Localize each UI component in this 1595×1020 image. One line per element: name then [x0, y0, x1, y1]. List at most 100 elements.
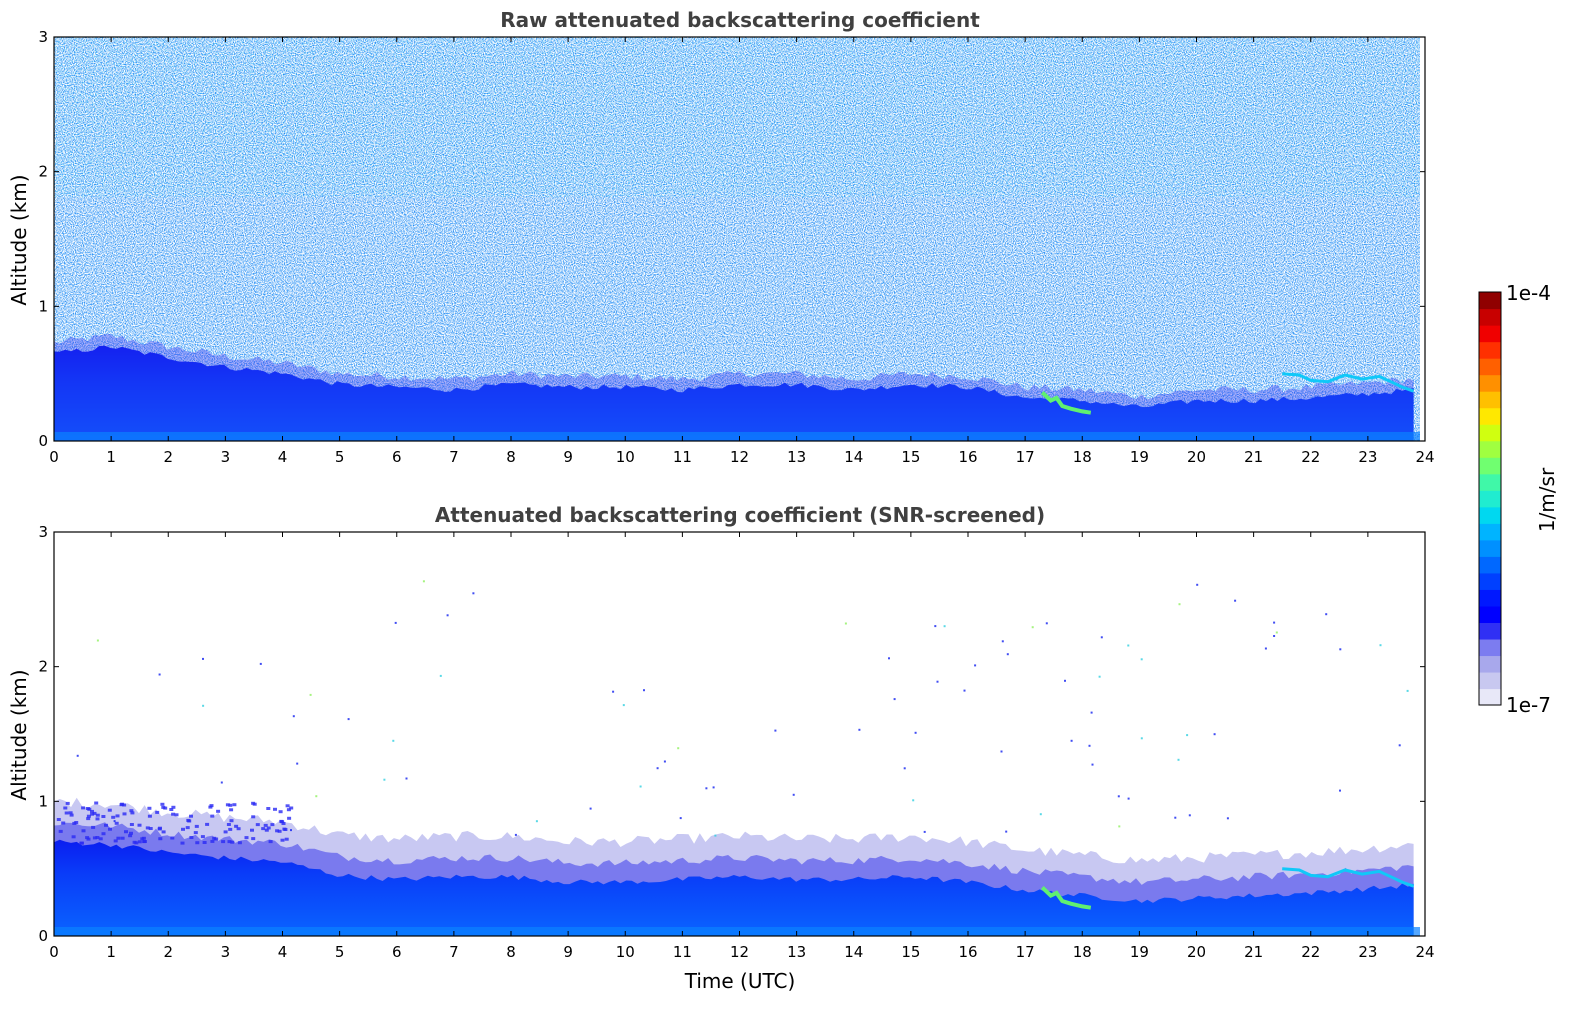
speck — [1213, 733, 1216, 736]
speck — [1091, 763, 1094, 766]
speck — [237, 841, 242, 845]
speck — [261, 827, 266, 831]
speck — [147, 814, 152, 818]
speck — [279, 819, 284, 823]
speck — [68, 811, 73, 815]
speck — [1325, 613, 1328, 616]
speck — [405, 777, 408, 780]
speck — [107, 808, 112, 812]
speck — [1188, 814, 1191, 817]
panel-screened: Attenuated backscattering coefficient (S… — [7, 503, 1435, 993]
speck — [923, 830, 926, 833]
speck — [209, 804, 214, 808]
speck — [1070, 739, 1073, 742]
speck — [1177, 758, 1180, 761]
x-tick-label: 1 — [106, 448, 116, 466]
speck — [95, 813, 100, 817]
speck — [663, 760, 666, 763]
speck — [1186, 734, 1189, 737]
speck — [92, 836, 97, 840]
speck — [189, 814, 193, 818]
colorbar-cell — [1479, 556, 1501, 574]
x-tick-label: 21 — [1244, 448, 1263, 466]
speck — [893, 698, 896, 701]
speck — [64, 811, 69, 815]
screened-specks — [56, 580, 1409, 845]
boundary-layer-raw-fringe — [54, 334, 1414, 441]
cloud-feature-22h-screened — [1282, 867, 1415, 888]
speck — [1006, 653, 1009, 656]
x-tick-label: 6 — [392, 943, 402, 961]
x-tick-label: 0 — [49, 448, 59, 466]
speck — [912, 799, 915, 802]
speck — [170, 836, 175, 840]
speck — [252, 802, 257, 806]
x-tick-label: 24 — [1415, 943, 1434, 961]
speck — [347, 718, 350, 721]
speck — [128, 834, 133, 838]
speck — [612, 690, 615, 693]
panel-raw-heatmap — [54, 37, 1420, 441]
speck — [161, 805, 166, 809]
x-tick-label: 20 — [1187, 448, 1206, 466]
speck — [160, 802, 165, 806]
speck — [1127, 644, 1130, 647]
x-tick-label: 3 — [221, 448, 231, 466]
speck — [439, 674, 442, 677]
speck — [158, 673, 161, 676]
colorbar-cell — [1479, 358, 1501, 376]
speck — [174, 813, 179, 817]
x-tick-label: 0 — [49, 943, 59, 961]
x-tick-label: 3 — [221, 943, 231, 961]
speck — [290, 829, 292, 832]
speck — [155, 810, 160, 814]
x-tick-label: 17 — [1016, 943, 1035, 961]
x-tick-label: 22 — [1301, 448, 1320, 466]
speck — [169, 808, 174, 811]
speck — [1174, 816, 1177, 819]
speck — [643, 689, 645, 692]
x-tick-label: 10 — [616, 943, 635, 961]
colorbar-unit-label: 1/m/sr — [1535, 467, 1559, 532]
speck — [392, 739, 395, 742]
x-tick-label: 15 — [901, 943, 920, 961]
speck — [129, 823, 134, 826]
speck — [114, 821, 119, 825]
speck — [1064, 679, 1066, 682]
boundary-layer-raw — [54, 345, 1414, 441]
speck — [111, 815, 116, 819]
speck — [266, 807, 271, 810]
x-tick-label: 21 — [1244, 943, 1263, 961]
speck — [90, 812, 95, 816]
x-tick-label: 10 — [616, 448, 635, 466]
speck — [309, 693, 312, 696]
speck — [1339, 648, 1342, 651]
y-tick-label: 2 — [38, 163, 48, 181]
speck — [281, 822, 286, 825]
x-tick-label: 5 — [335, 448, 345, 466]
speck — [96, 639, 99, 642]
speck — [844, 622, 847, 625]
speck — [56, 818, 61, 821]
speck — [185, 826, 190, 830]
speck — [81, 806, 86, 810]
speck — [1127, 797, 1130, 800]
speck — [1090, 711, 1093, 714]
noise-field-upper — [54, 37, 1420, 197]
colorbar-cell — [1479, 374, 1501, 392]
speck — [589, 807, 592, 810]
speck — [286, 808, 291, 812]
speck — [171, 812, 176, 816]
panel-raw: Raw attenuated backscattering coefficien… — [7, 8, 1435, 466]
speck — [137, 840, 142, 844]
speck — [1088, 744, 1091, 747]
speck — [157, 827, 162, 831]
speck — [116, 836, 121, 840]
speck — [792, 793, 795, 796]
speck — [1005, 830, 1008, 833]
speck — [140, 837, 145, 841]
speck — [115, 814, 120, 818]
x-tick-label: 19 — [1130, 943, 1149, 961]
colorbar-cell — [1479, 440, 1501, 458]
speck — [194, 824, 199, 828]
